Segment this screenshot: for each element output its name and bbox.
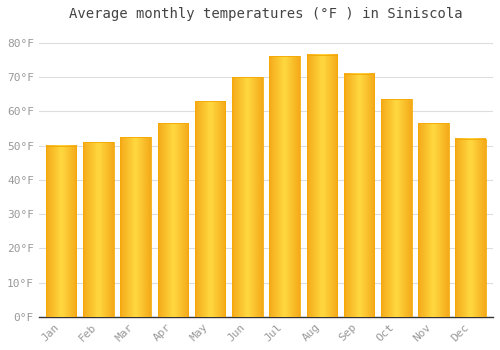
Bar bbox=[306, 55, 337, 317]
Bar bbox=[83, 142, 114, 317]
Bar bbox=[158, 123, 188, 317]
Bar bbox=[195, 101, 226, 317]
Bar bbox=[46, 146, 76, 317]
Bar bbox=[456, 139, 486, 317]
Bar bbox=[120, 137, 151, 317]
Bar bbox=[232, 77, 262, 317]
Bar bbox=[381, 99, 412, 317]
Bar bbox=[270, 56, 300, 317]
Bar bbox=[418, 123, 448, 317]
Bar bbox=[344, 74, 374, 317]
Title: Average monthly temperatures (°F ) in Siniscola: Average monthly temperatures (°F ) in Si… bbox=[69, 7, 462, 21]
